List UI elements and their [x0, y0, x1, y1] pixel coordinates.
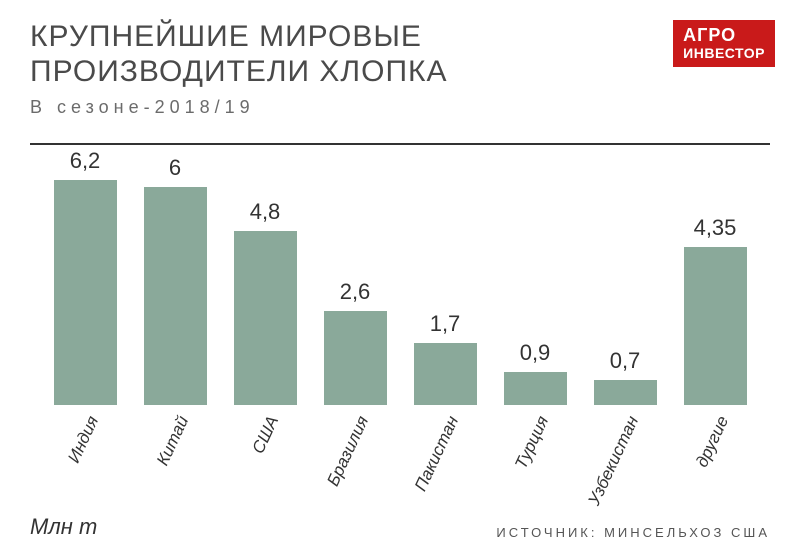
- bar-item: 4,8: [220, 145, 310, 405]
- bar-item: 4,35: [670, 145, 760, 405]
- bar-label-wrap: Узбекистан: [580, 413, 670, 473]
- bar-label-wrap: Пакистан: [400, 413, 490, 473]
- bar-value: 6,2: [70, 148, 101, 174]
- bar-label: Узбекистан: [584, 413, 643, 509]
- bar-item: 6: [130, 145, 220, 405]
- bar-item: 0,7: [580, 145, 670, 405]
- bar-rect: [684, 247, 747, 405]
- bar-label-wrap: другие: [670, 413, 760, 473]
- bar-item: 2,6: [310, 145, 400, 405]
- title-line2: ПРОИЗВОДИТЕЛИ ХЛОПКА: [30, 55, 448, 88]
- bar-label: Пакистан: [411, 413, 463, 494]
- bar-chart: 6,2 6 4,8 2,6 1,7 0,9 0,7 4,35 Индия Китай США Бра…: [30, 143, 770, 473]
- bar-value: 4,8: [250, 199, 281, 225]
- chart-title: КРУПНЕЙШИЕ МИРОВЫЕ ПРОИЗВОДИТЕЛИ ХЛОПКА: [30, 20, 770, 89]
- bar-value: 0,9: [520, 340, 551, 366]
- logo-line2: ИНВЕСТОР: [683, 46, 765, 61]
- bar-item: 1,7: [400, 145, 490, 405]
- bar-rect: [414, 343, 477, 405]
- bar-label-wrap: Индия: [40, 413, 130, 473]
- title-line1: КРУПНЕЙШИЕ МИРОВЫЕ: [30, 20, 422, 53]
- logo-line1: АГРО: [683, 26, 765, 46]
- bar-value: 2,6: [340, 279, 371, 305]
- bar-label: Турция: [511, 413, 553, 472]
- bar-rect: [594, 380, 657, 405]
- bar-rect: [324, 311, 387, 405]
- bar-item: 0,9: [490, 145, 580, 405]
- bar-label: Индия: [64, 413, 103, 466]
- unit-label: Млн т: [30, 514, 97, 540]
- bar-rect: [144, 187, 207, 405]
- bar-item: 6,2: [40, 145, 130, 405]
- bar-label: США: [248, 413, 283, 457]
- bar-rect: [234, 231, 297, 405]
- bar-label: другие: [692, 413, 733, 470]
- bar-label: Китай: [153, 413, 193, 469]
- bar-value: 1,7: [430, 311, 461, 337]
- bar-label-wrap: Турция: [490, 413, 580, 473]
- bar-label-wrap: Китай: [130, 413, 220, 473]
- publisher-logo: АГРО ИНВЕСТОР: [673, 20, 775, 67]
- source-label: ИСТОЧНИК: МИНСЕЛЬХОЗ США: [496, 525, 770, 540]
- bar-label: Бразилия: [323, 413, 373, 490]
- bar-value: 0,7: [610, 348, 641, 374]
- bar-rect: [54, 180, 117, 405]
- bar-rect: [504, 372, 567, 405]
- bar-value: 6: [169, 155, 181, 181]
- bar-value: 4,35: [694, 215, 737, 241]
- chart-subtitle: В сезоне-2018/19: [30, 97, 770, 118]
- bar-label-wrap: США: [220, 413, 310, 473]
- bar-label-wrap: Бразилия: [310, 413, 400, 473]
